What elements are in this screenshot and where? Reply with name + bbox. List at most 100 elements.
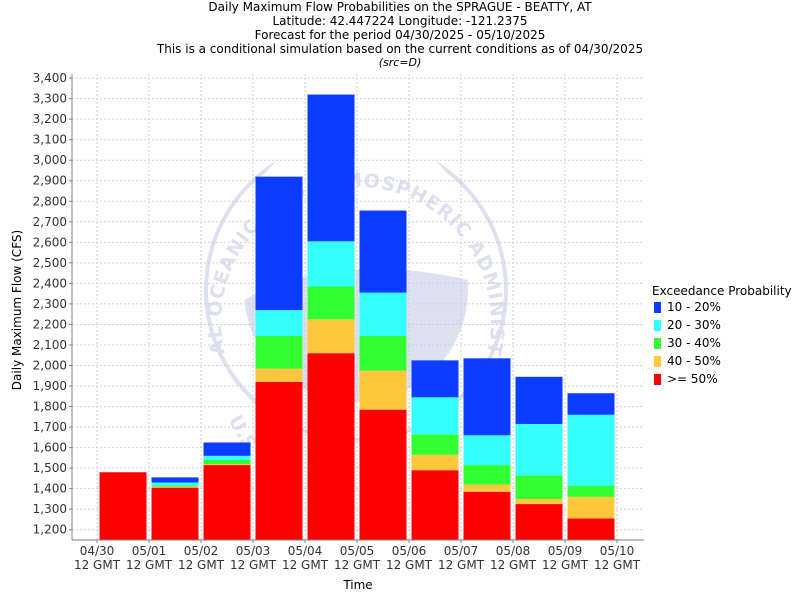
x-tick-label-date: 05/07 [444,544,479,558]
chart-legend: Exceedance Probability 10 - 20% 20 - 30% 3… [652,284,800,388]
legend-swatch [654,355,661,367]
legend-item: 30 - 40% [652,334,800,352]
x-tick-label-time: 12 GMT [282,558,329,572]
bar-segment [567,393,615,415]
chart-title: Daily Maximum Flow Probabilities on the … [208,0,592,14]
x-tick-label-date: 05/06 [392,544,427,558]
bar-segment [203,464,251,466]
bar-segment [151,477,199,483]
legend-item: >= 50% [652,370,800,388]
y-tick-label: 3,000 [33,153,67,167]
x-tick-label-date: 05/02 [184,544,219,558]
y-tick-label: 1,300 [33,502,67,516]
chart-subtitle-condition: This is a conditional simulation based o… [156,42,644,56]
chart-subtitle-source: (src=D) [378,56,422,69]
bar-segment [151,485,199,487]
y-tick-label: 3,300 [33,92,67,106]
bar-segment [463,465,511,485]
chart-bars [99,94,615,540]
x-tick-label-date: 05/05 [340,544,375,558]
x-tick-label-date: 05/10 [600,544,635,558]
x-tick-label-time: 12 GMT [126,558,173,572]
y-tick-label: 2,400 [33,276,67,290]
bar-segment [411,360,459,398]
y-tick-label: 2,200 [33,317,67,331]
x-tick-label-time: 12 GMT [334,558,381,572]
bar-segment [307,286,355,320]
y-tick-label: 3,400 [33,71,67,85]
x-tick-label-time: 12 GMT [178,558,225,572]
bar-segment [99,472,147,540]
x-tick-label-date: 05/03 [236,544,271,558]
x-tick-label-time: 12 GMT [386,558,433,572]
y-tick-label: 2,500 [33,256,67,270]
legend-item: 40 - 50% [652,352,800,370]
bar-segment [255,381,303,540]
bar-segment [411,434,459,455]
bar-segment [359,370,407,410]
bar-segment [151,482,199,486]
y-tick-label: 1,500 [33,461,67,475]
y-tick-label: 1,900 [33,379,67,393]
y-tick-label: 2,100 [33,338,67,352]
bar-segment [359,292,407,336]
bar-segment [307,94,355,242]
x-tick-label-date: 05/09 [548,544,583,558]
bar-segment [255,368,303,382]
bar-segment [307,241,355,287]
bar-segment [567,414,615,486]
legend-label: >= 50% [667,372,718,386]
bar-segment [151,486,199,488]
bar-segment [255,176,303,311]
y-tick-label: 3,200 [33,112,67,126]
bar-segment [463,491,511,540]
bar-segment [411,470,459,540]
y-tick-label: 2,900 [33,174,67,188]
bar-segment [307,353,355,540]
bar-segment [411,454,459,471]
bar-segment [567,518,615,540]
bar-segment [463,435,511,466]
x-tick-label-time: 12 GMT [594,558,641,572]
y-tick-label: 2,800 [33,194,67,208]
chart-subtitle-period: Forecast for the period 04/30/2025 - 05/… [254,28,546,42]
y-tick-label: 1,400 [33,482,67,496]
x-tick-label-date: 05/04 [288,544,323,558]
bar-segment [463,484,511,492]
x-tick-label-date: 04/30 [80,544,115,558]
y-tick-label: 1,600 [33,441,67,455]
legend-swatch [654,301,661,313]
legend-title: Exceedance Probability [652,284,792,298]
legend-label: 20 - 30% [667,318,721,332]
bar-segment [515,498,563,505]
bar-segment [359,335,407,371]
bar-segment [203,465,251,540]
x-tick-label-time: 12 GMT [542,558,589,572]
y-axis-label: Daily Maximum Flow (CFS) [10,229,24,391]
y-tick-label: 1,700 [33,420,67,434]
bar-segment [151,487,199,540]
x-tick-label-time: 12 GMT [438,558,485,572]
x-axis-label: Time [343,578,373,592]
bar-segment [307,319,355,354]
bar-segment [255,335,303,369]
bar-segment [255,310,303,336]
bar-segment [203,459,251,465]
legend-item: 10 - 20% [652,298,800,316]
legend-items: 10 - 20% 20 - 30% 30 - 40% 40 - 50% >= 50% [652,298,800,388]
bar-segment [567,496,615,519]
x-tick-label-date: 05/08 [496,544,531,558]
bar-segment [411,397,459,435]
legend-swatch [654,337,661,349]
y-tick-label: 2,000 [33,359,67,373]
y-tick-label: 2,600 [33,235,67,249]
bar-segment [515,376,563,425]
legend-label: 10 - 20% [667,300,721,314]
y-tick-label: 2,300 [33,297,67,311]
legend-swatch [654,319,661,331]
y-tick-label: 1,200 [33,523,67,537]
bar-segment [203,455,251,460]
x-tick-label-date: 05/01 [132,544,167,558]
bar-segment [359,210,407,293]
